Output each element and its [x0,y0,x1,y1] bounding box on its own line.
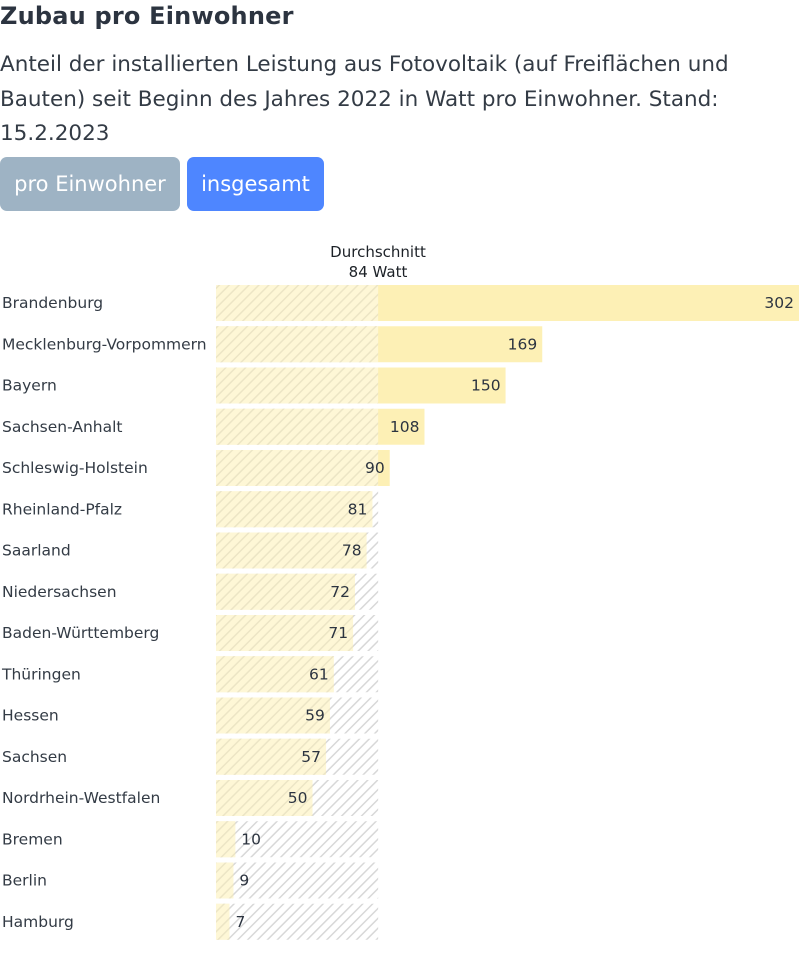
category-label: Sachsen [2,748,67,766]
bar-average-overlay [216,615,354,651]
category-label: Rheinland-Pfalz [2,500,122,518]
total-button[interactable]: insgesamt [187,157,324,211]
category-label: Thüringen [1,665,81,683]
value-label: 72 [330,583,350,601]
bar-average-overlay [216,821,236,858]
category-label: Saarland [2,542,71,560]
category-label: Brandenburg [2,294,103,312]
category-label: Niedersachsen [2,583,117,601]
category-label: Schleswig-Holstein [2,459,148,477]
value-label: 90 [365,459,385,477]
bar-average-overlay [216,408,379,445]
per-capita-button[interactable]: pro Einwohner [0,157,180,211]
bar-average-overlay [216,491,373,528]
category-label: Hessen [2,707,59,725]
value-label: 169 [508,335,538,353]
value-label: 10 [241,830,261,848]
category-label: Nordrhein-Westfalen [2,789,160,807]
category-label: Sachsen-Anhalt [2,418,123,436]
bar-average-overlay [216,903,230,940]
bar-chart: Brandenburg 302 Mecklenburg-Vorpommern 169 B… [1,243,799,940]
bar-average-overlay [216,862,234,899]
value-label: 7 [236,913,246,931]
bar-average-overlay [216,450,379,486]
category-label: Bremen [2,830,63,848]
average-label: Durchschnitt [330,243,426,261]
value-label: 59 [305,707,325,725]
bar-average-overlay [216,285,379,321]
value-label: 61 [309,665,329,683]
category-label: Bayern [2,377,57,395]
value-label: 302 [764,294,794,312]
bar-average-overlay [216,573,355,610]
chart-subtitle: Anteil der installierten Leistung aus Fo… [0,52,729,146]
value-label: 57 [301,748,321,766]
bar-average-overlay [216,780,313,816]
bar-average-overlay [216,532,367,569]
category-label: Hamburg [2,913,74,931]
category-label: Baden-Württemberg [2,624,159,642]
value-label: 108 [390,418,420,436]
bar-average-overlay [216,656,334,693]
bar-average-overlay [216,697,330,734]
average-value-label: 84 Watt [349,263,408,281]
value-label: 71 [328,624,348,642]
bar-average-overlay [216,367,379,404]
category-label: Mecklenburg-Vorpommern [2,335,207,353]
value-label: 9 [239,872,249,890]
category-label: Berlin [2,872,47,890]
average-band [216,903,379,940]
average-band [216,821,379,858]
average-band [216,862,379,899]
value-label: 50 [288,789,308,807]
value-label: 81 [348,500,368,518]
bar-average-overlay [216,738,327,775]
chart-title: Zubau pro Einwohner [0,2,294,30]
value-label: 150 [471,377,501,395]
bar-average-overlay [216,326,379,363]
value-label: 78 [342,542,362,560]
